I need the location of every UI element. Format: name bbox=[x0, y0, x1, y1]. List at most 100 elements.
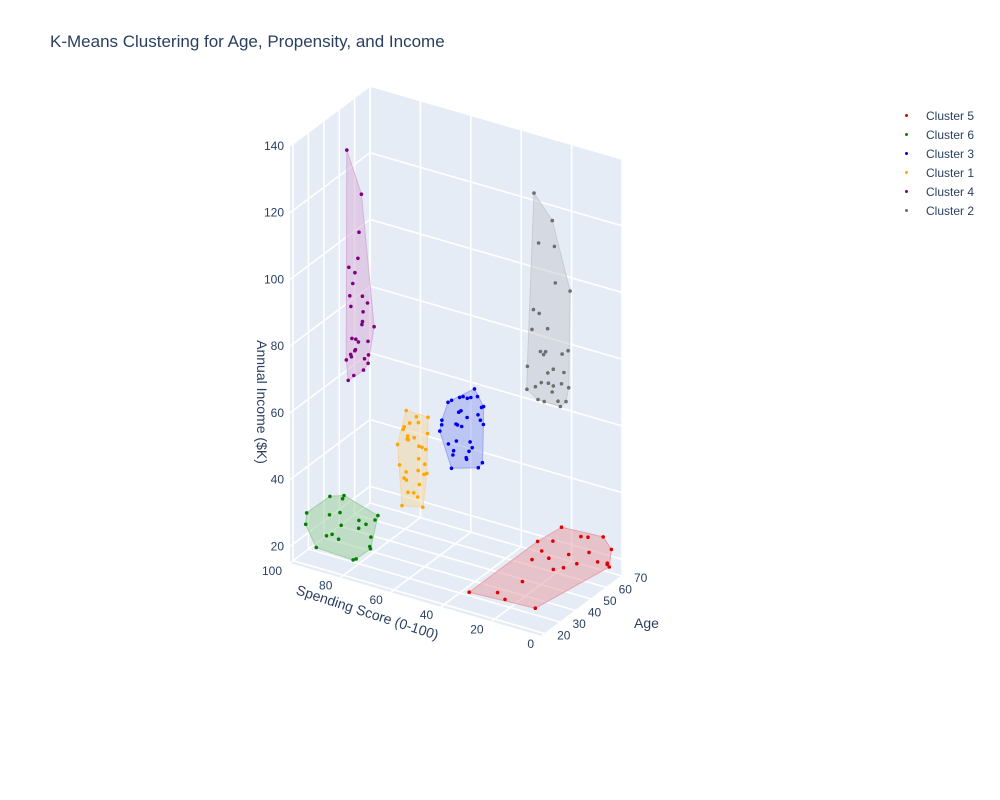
gridline-x bbox=[339, 516, 421, 579]
cluster-hulls bbox=[305, 149, 612, 609]
data-point bbox=[417, 482, 422, 487]
gridline-z bbox=[289, 152, 371, 214]
data-point bbox=[546, 371, 550, 375]
data-point bbox=[416, 457, 421, 461]
z-tick-label: 140 bbox=[264, 139, 284, 153]
x-tick-label: 60 bbox=[369, 593, 383, 607]
data-point bbox=[558, 404, 563, 409]
data-point bbox=[356, 340, 361, 344]
cluster-hull bbox=[468, 526, 612, 609]
data-point bbox=[366, 353, 371, 357]
data-point bbox=[551, 539, 555, 543]
data-point bbox=[414, 415, 419, 419]
data-point bbox=[559, 382, 564, 386]
data-point bbox=[530, 327, 534, 332]
data-point bbox=[451, 453, 455, 457]
data-point bbox=[339, 523, 344, 528]
data-point bbox=[356, 526, 361, 531]
data-point bbox=[536, 397, 540, 402]
data-point bbox=[480, 460, 485, 465]
data-point bbox=[349, 355, 354, 359]
legend-item[interactable]: Cluster 2 bbox=[898, 201, 974, 220]
data-point bbox=[424, 447, 428, 452]
data-point bbox=[362, 356, 367, 361]
x-tick-label: 100 bbox=[262, 564, 282, 578]
y-tick-label: 70 bbox=[634, 571, 648, 585]
data-point bbox=[472, 387, 477, 391]
data-point bbox=[359, 192, 364, 196]
data-point bbox=[347, 265, 351, 270]
data-point bbox=[423, 462, 427, 467]
data-point bbox=[533, 606, 538, 610]
data-point bbox=[351, 281, 355, 286]
data-point bbox=[551, 384, 556, 388]
legend-item[interactable]: Cluster 3 bbox=[898, 144, 974, 163]
data-point bbox=[304, 511, 309, 515]
gridline-z bbox=[289, 418, 371, 481]
data-point bbox=[537, 311, 541, 316]
data-point bbox=[609, 547, 614, 552]
legend-label: Cluster 4 bbox=[926, 184, 975, 199]
cluster-hull bbox=[305, 495, 379, 561]
data-point bbox=[464, 455, 469, 460]
legend-item[interactable]: Cluster 6 bbox=[898, 125, 974, 144]
back-wall-pane bbox=[370, 86, 622, 576]
data-point bbox=[366, 339, 370, 344]
data-point bbox=[344, 358, 349, 362]
y-tick-label: 50 bbox=[603, 594, 617, 608]
data-point bbox=[416, 468, 421, 473]
data-point bbox=[539, 380, 544, 385]
data-point bbox=[404, 478, 409, 482]
gridline-x bbox=[390, 531, 472, 593]
legend-item[interactable]: Cluster 5 bbox=[898, 106, 974, 125]
data-point bbox=[451, 448, 456, 453]
data-point bbox=[354, 557, 358, 561]
data-point bbox=[348, 294, 352, 298]
data-point bbox=[465, 396, 470, 401]
data-point bbox=[402, 425, 407, 429]
legend-item[interactable]: Cluster 4 bbox=[898, 182, 974, 201]
data-point bbox=[400, 503, 404, 508]
gridline-z bbox=[369, 218, 623, 294]
data-point bbox=[354, 337, 358, 342]
data-point bbox=[340, 496, 345, 501]
y-tick-label: 40 bbox=[588, 606, 602, 620]
data-point bbox=[412, 435, 417, 440]
data-point bbox=[407, 421, 412, 425]
data-point bbox=[405, 434, 410, 438]
data-point bbox=[353, 347, 358, 352]
legend-marker-icon bbox=[905, 152, 908, 155]
data-point bbox=[406, 490, 410, 495]
data-point bbox=[449, 398, 454, 403]
data-point bbox=[438, 429, 442, 433]
data-point bbox=[353, 270, 357, 275]
legend-item[interactable]: Cluster 1 bbox=[898, 163, 974, 182]
data-point bbox=[439, 423, 444, 427]
data-point bbox=[440, 418, 444, 423]
data-point bbox=[328, 494, 332, 499]
legend-marker-icon bbox=[905, 171, 908, 174]
data-point bbox=[561, 565, 566, 570]
data-point bbox=[587, 550, 591, 555]
data-point bbox=[303, 522, 308, 527]
data-point bbox=[533, 384, 538, 389]
data-point bbox=[357, 230, 361, 234]
gridline-z bbox=[369, 285, 623, 360]
data-point bbox=[543, 349, 548, 354]
data-point bbox=[579, 534, 583, 539]
data-point bbox=[467, 590, 472, 594]
data-point bbox=[476, 413, 480, 417]
data-point bbox=[401, 427, 405, 432]
data-point bbox=[336, 537, 341, 541]
legend-label: Cluster 1 bbox=[926, 165, 975, 180]
data-point bbox=[461, 394, 465, 399]
y-tick-label: 20 bbox=[557, 629, 571, 643]
data-point bbox=[404, 408, 409, 413]
x-tick-label: 0 bbox=[527, 637, 534, 651]
data-point bbox=[376, 513, 380, 518]
chart-title: K-Means Clustering for Age, Propensity, … bbox=[50, 32, 445, 51]
data-point bbox=[478, 418, 483, 423]
data-point bbox=[475, 394, 480, 399]
data-point bbox=[411, 491, 416, 495]
